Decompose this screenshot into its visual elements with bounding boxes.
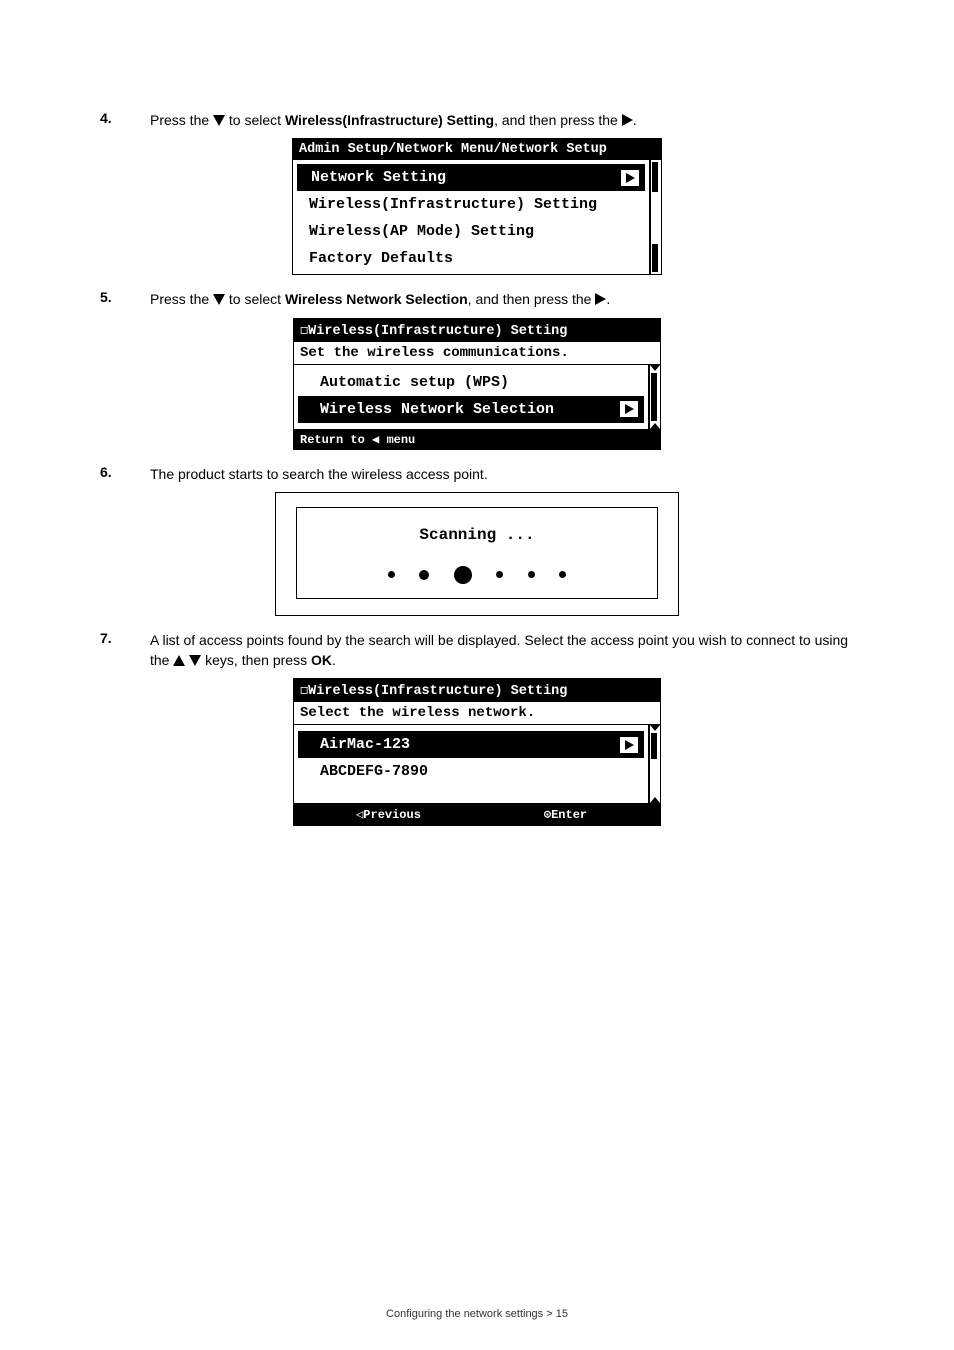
page-footer: Configuring the network settings > 15	[0, 1308, 954, 1320]
step-7: 7. A list of access points found by the …	[100, 630, 854, 671]
text-fragment: to select	[225, 112, 285, 128]
menu-item[interactable]: Factory Defaults	[295, 245, 647, 272]
text-fragment: , and then press the	[468, 291, 596, 307]
menu-item[interactable]: Wireless(Infrastructure) Setting	[295, 191, 647, 218]
menu-label: Factory Defaults	[309, 250, 453, 267]
device-screen-1: Admin Setup/Network Menu/Network Setup N…	[292, 138, 662, 275]
screen-footer: Return to ◀ menu	[294, 429, 660, 449]
screen-subheader: Select the wireless network.	[294, 702, 660, 725]
screen-body: Network Setting Wireless(Infrastructure)…	[293, 160, 661, 274]
menu-label: Network Setting	[311, 169, 446, 186]
menu-item[interactable]: Wireless(AP Mode) Setting	[295, 218, 647, 245]
step-number: 6.	[100, 464, 150, 484]
bold-term: Wireless Network Selection	[285, 291, 468, 307]
arrow-icon	[620, 737, 638, 753]
text-fragment: to select	[225, 291, 285, 307]
scrollbar-thumb[interactable]	[652, 162, 658, 192]
arrow-icon	[621, 170, 639, 186]
loading-dots	[307, 566, 647, 584]
step-text: Press the to select Wireless Network Sel…	[150, 289, 854, 309]
document-page: 4. Press the to select Wireless(Infrastr…	[0, 0, 954, 1350]
down-triangle-icon	[189, 655, 201, 666]
device-screen-2: ◻Wireless(Infrastructure) Setting Set th…	[293, 318, 661, 450]
right-triangle-icon	[595, 293, 606, 305]
menu-label: Wireless Network Selection	[320, 401, 554, 418]
menu-item-selected[interactable]: Network Setting	[297, 164, 645, 191]
header-label: Wireless(Infrastructure) Setting	[308, 324, 567, 339]
menu-label: Wireless(Infrastructure) Setting	[309, 196, 597, 213]
step-text: Press the to select Wireless(Infrastruct…	[150, 110, 854, 130]
dot-icon	[454, 566, 472, 584]
step-6: 6. The product starts to search the wire…	[100, 464, 854, 484]
dot-icon	[559, 571, 566, 578]
scrollbar-thumb[interactable]	[652, 244, 658, 272]
screen-header: ◻Wireless(Infrastructure) Setting	[294, 679, 660, 702]
step-text: The product starts to search the wireles…	[150, 464, 854, 484]
text-fragment: Press the	[150, 291, 213, 307]
scanning-box: Scanning ...	[296, 507, 658, 599]
dot-icon	[496, 571, 503, 578]
menu-item-selected[interactable]: Wireless Network Selection	[298, 396, 644, 423]
up-triangle-icon	[173, 655, 185, 666]
device-screen-3: Scanning ...	[275, 492, 679, 616]
scrollbar-thumb[interactable]	[651, 733, 657, 759]
bold-term: OK	[311, 652, 332, 668]
bold-term: Wireless(Infrastructure) Setting	[285, 112, 494, 128]
scrollbar[interactable]	[648, 365, 660, 429]
screen-body: AirMac-123 ABCDEFG-7890	[294, 725, 660, 803]
text-fragment: .	[332, 652, 336, 668]
screen-footer: ◁Previous ⊙Enter	[294, 803, 660, 825]
scanning-label: Scanning ...	[307, 526, 647, 544]
step-number: 4.	[100, 110, 150, 130]
text-fragment: , and then press the	[494, 112, 622, 128]
menu-label: Wireless(AP Mode) Setting	[309, 223, 534, 240]
dot-icon	[419, 570, 429, 580]
arrow-icon	[620, 401, 638, 417]
network-item[interactable]: ABCDEFG-7890	[296, 758, 646, 785]
footer-enter: ⊙Enter	[477, 807, 654, 822]
scrollbar[interactable]	[648, 725, 660, 803]
network-item-selected[interactable]: AirMac-123	[298, 731, 644, 758]
screen-subheader: Set the wireless communications.	[294, 342, 660, 365]
device-screen-4: ◻Wireless(Infrastructure) Setting Select…	[293, 678, 661, 826]
down-triangle-icon	[213, 294, 225, 305]
text-fragment: keys, then press	[201, 652, 311, 668]
right-triangle-icon	[622, 114, 633, 126]
dot-icon	[528, 571, 535, 578]
menu-item[interactable]: Automatic setup (WPS)	[296, 369, 646, 396]
text-fragment: .	[606, 291, 610, 307]
text-fragment: .	[633, 112, 637, 128]
scrollbar[interactable]	[649, 160, 661, 274]
down-triangle-icon	[213, 115, 225, 126]
text-fragment: Press the	[150, 112, 213, 128]
screen-header: ◻Wireless(Infrastructure) Setting	[294, 319, 660, 342]
network-label: ABCDEFG-7890	[320, 763, 428, 780]
step-text: A list of access points found by the sea…	[150, 630, 854, 671]
network-label: AirMac-123	[320, 736, 410, 753]
menu-list: Automatic setup (WPS) Wireless Network S…	[294, 365, 648, 429]
dot-icon	[388, 571, 395, 578]
network-list: AirMac-123 ABCDEFG-7890	[294, 725, 648, 803]
screen-body: Automatic setup (WPS) Wireless Network S…	[294, 365, 660, 429]
scrollbar-thumb[interactable]	[651, 373, 657, 421]
step-number: 7.	[100, 630, 150, 671]
footer-previous: ◁Previous	[300, 807, 477, 822]
step-5: 5. Press the to select Wireless Network …	[100, 289, 854, 309]
screen-breadcrumb: Admin Setup/Network Menu/Network Setup	[293, 139, 661, 160]
header-label: Wireless(Infrastructure) Setting	[308, 684, 567, 699]
menu-label: Automatic setup (WPS)	[320, 374, 509, 391]
step-4: 4. Press the to select Wireless(Infrastr…	[100, 110, 854, 130]
menu-list: Network Setting Wireless(Infrastructure)…	[293, 160, 649, 274]
step-number: 5.	[100, 289, 150, 309]
